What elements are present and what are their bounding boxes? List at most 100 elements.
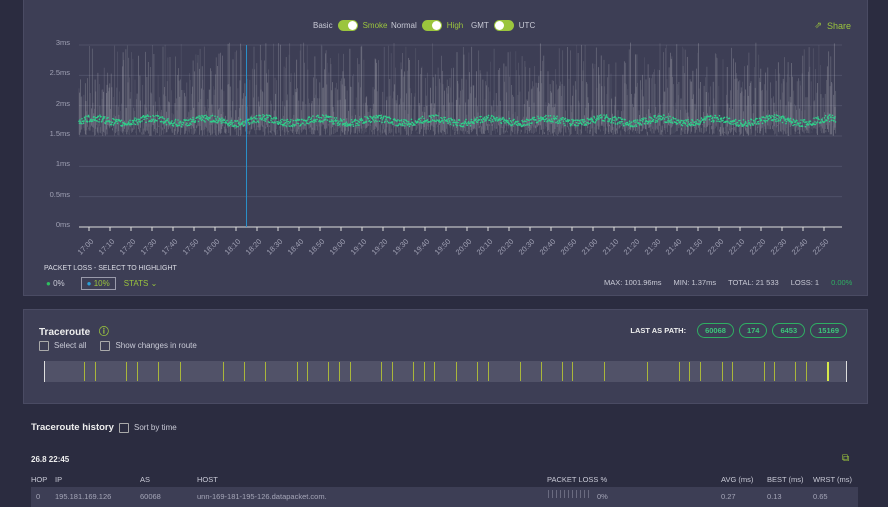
route-change-marker[interactable]: [795, 362, 797, 381]
route-change-marker[interactable]: [349, 362, 351, 381]
info-icon[interactable]: ⓘ: [98, 327, 109, 338]
checkbox[interactable]: [39, 341, 49, 351]
median-point: [225, 122, 228, 124]
median-point: [655, 119, 657, 122]
median-point: [594, 121, 597, 123]
median-point: [230, 121, 232, 124]
x-tick-label: 17:20: [117, 237, 138, 257]
route-change-marker[interactable]: [561, 362, 563, 381]
median-point: [374, 119, 377, 122]
median-point: [559, 122, 562, 124]
route-change-marker[interactable]: [572, 362, 574, 381]
route-change-marker[interactable]: [158, 362, 160, 381]
route-change-marker[interactable]: [328, 362, 330, 381]
median-point: [407, 120, 410, 123]
route-change-marker[interactable]: [689, 362, 691, 381]
route-change-marker[interactable]: [296, 362, 298, 381]
route-change-marker[interactable]: [307, 362, 309, 381]
toggle-switch[interactable]: [337, 20, 358, 31]
route-change-marker[interactable]: [806, 362, 808, 381]
median-point: [274, 121, 276, 124]
sort-by-time-checkbox[interactable]: Sort by time: [119, 423, 177, 433]
route-change-marker[interactable]: [699, 362, 701, 381]
median-point: [185, 123, 187, 126]
route-change-marker[interactable]: [84, 362, 86, 381]
x-tick-label: 18:50: [306, 237, 327, 257]
median-point: [220, 122, 223, 124]
as-pill[interactable]: 15169: [810, 323, 847, 338]
route-change-marker[interactable]: [137, 362, 139, 381]
median-point: [398, 119, 401, 122]
median-point: [326, 119, 329, 121]
route-change-marker[interactable]: [413, 362, 415, 381]
toggle-gmt-utc[interactable]: GMT UTC: [471, 20, 535, 31]
route-change-marker[interactable]: [519, 362, 521, 381]
select-all-checkbox[interactable]: Select all: [39, 341, 86, 351]
toggle-switch[interactable]: [493, 20, 514, 31]
median-point: [267, 116, 269, 119]
median-point: [136, 118, 138, 120]
route-change-marker[interactable]: [264, 362, 266, 381]
route-change-marker[interactable]: [604, 362, 606, 381]
show-changes-checkbox[interactable]: Show changes in route: [100, 341, 197, 351]
as-pill[interactable]: 60068: [697, 323, 734, 338]
route-change-marker[interactable]: [827, 362, 830, 381]
median-point: [598, 118, 600, 120]
median-point: [370, 116, 372, 118]
route-change-marker[interactable]: [540, 362, 542, 381]
route-change-marker[interactable]: [243, 362, 245, 381]
toggle-switch[interactable]: [421, 20, 442, 31]
route-change-marker[interactable]: [94, 362, 96, 381]
checkbox[interactable]: [119, 423, 129, 433]
route-change-marker[interactable]: [381, 362, 383, 381]
checkbox[interactable]: [100, 341, 111, 351]
median-point: [283, 122, 286, 125]
loss-filter-0[interactable]: ● 0%: [46, 279, 65, 288]
route-change-marker[interactable]: [647, 362, 649, 381]
median-point: [438, 120, 440, 123]
route-timeline[interactable]: [44, 361, 847, 382]
toggle-normal-high[interactable]: Normal High: [391, 20, 463, 31]
median-point: [171, 120, 173, 122]
median-point: [544, 115, 546, 118]
median-point: [794, 120, 797, 123]
median-point: [161, 116, 164, 118]
route-change-marker[interactable]: [732, 362, 734, 381]
median-point: [469, 124, 472, 127]
toggle-basic-smoke[interactable]: Basic Smoke: [313, 20, 387, 31]
median-point: [228, 122, 230, 125]
route-change-marker[interactable]: [126, 362, 128, 381]
stats-dropdown[interactable]: STATS ⌄: [124, 279, 158, 288]
as-pill[interactable]: 6453: [772, 323, 806, 338]
route-change-marker[interactable]: [423, 362, 425, 381]
route-change-marker[interactable]: [338, 362, 340, 381]
median-point: [476, 116, 478, 119]
as-pill[interactable]: 174: [738, 323, 768, 338]
route-change-marker[interactable]: [774, 362, 776, 381]
share-icon: ⇗: [814, 20, 822, 30]
cell-avg: 0.27: [721, 492, 736, 501]
route-change-marker[interactable]: [477, 362, 479, 381]
route-change-marker[interactable]: [179, 362, 181, 381]
median-point: [449, 121, 451, 124]
median-point: [155, 114, 157, 117]
route-change-marker[interactable]: [222, 362, 224, 381]
latency-chart[interactable]: [24, 0, 869, 239]
route-change-marker[interactable]: [434, 362, 436, 381]
route-change-marker[interactable]: [456, 362, 457, 381]
route-change-marker[interactable]: [678, 362, 680, 381]
loss-filter-10[interactable]: ● 10%: [80, 277, 116, 290]
copy-icon[interactable]: ⧉: [842, 453, 850, 464]
route-change-marker[interactable]: [721, 362, 723, 381]
median-point: [535, 119, 537, 121]
median-point: [306, 122, 309, 125]
median-point: [418, 118, 421, 120]
route-change-marker[interactable]: [487, 362, 489, 381]
x-tick-label: 19:10: [348, 237, 369, 257]
share-button[interactable]: ⇗ Share: [814, 20, 851, 31]
route-change-marker[interactable]: [391, 362, 393, 381]
median-point: [87, 114, 90, 117]
median-point: [747, 119, 750, 122]
route-change-marker[interactable]: [763, 362, 765, 381]
median-point: [609, 117, 612, 120]
